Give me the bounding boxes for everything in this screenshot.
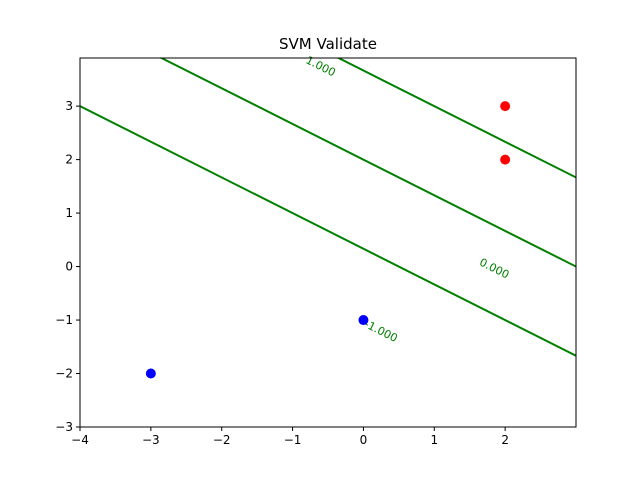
data-point-1-0: [358, 315, 369, 326]
y-tick-label-2: −1: [55, 313, 73, 327]
x-tick-label-3: −1: [284, 433, 302, 447]
contour-line-2: [336, 58, 576, 179]
contour-label-gap-0: [358, 314, 404, 347]
x-tick-label-5: 1: [430, 433, 438, 447]
data-point-0-1: [500, 154, 511, 165]
y-tick-label-6: 3: [65, 99, 73, 113]
contour-label-gap-1: [471, 252, 518, 285]
data-point-1-1: [145, 368, 156, 379]
axes-frame: [79, 57, 577, 428]
chart-title: SVM Validate: [279, 35, 377, 53]
y-tick-label-5: 2: [65, 153, 73, 167]
x-tick-label-1: −3: [142, 433, 160, 447]
y-tick-label-4: 1: [65, 206, 73, 220]
x-tick-label-2: −2: [213, 433, 231, 447]
data-point-0-0: [500, 101, 511, 112]
y-tick-label-1: −2: [55, 367, 73, 381]
x-tick-label-6: 2: [501, 433, 509, 447]
y-tick-label-0: −3: [55, 420, 73, 434]
x-tick-label-4: 0: [360, 433, 368, 447]
contour-line-0: [80, 105, 576, 357]
x-tick-label-0: −4: [71, 433, 89, 447]
contour-line-1: [159, 58, 576, 268]
y-tick-label-3: 0: [65, 260, 73, 274]
